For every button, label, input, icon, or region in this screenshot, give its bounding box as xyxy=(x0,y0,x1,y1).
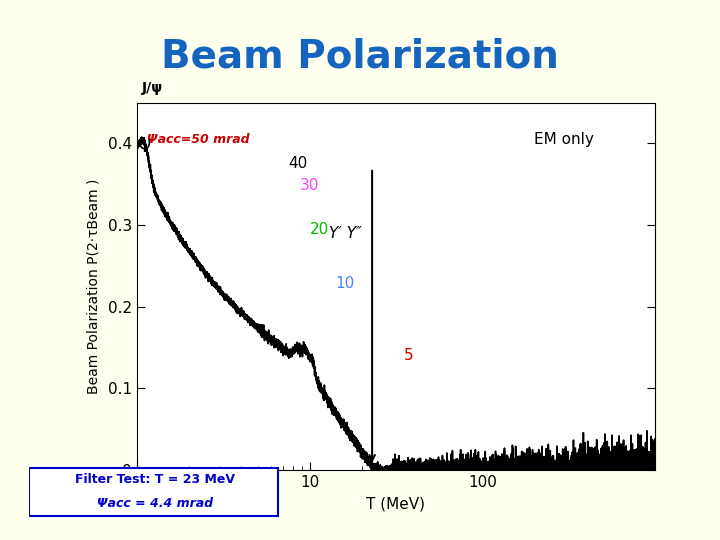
Text: Ψacc = 4.4 mrad: Ψacc = 4.4 mrad xyxy=(96,497,213,510)
Text: 40: 40 xyxy=(288,156,307,171)
Text: 10: 10 xyxy=(335,276,354,291)
Text: 5: 5 xyxy=(404,348,413,363)
Y-axis label: Beam Polarization P(2·τBeam ): Beam Polarization P(2·τBeam ) xyxy=(86,179,101,394)
Text: Ψacc=50 mrad: Ψacc=50 mrad xyxy=(148,133,250,146)
Text: Filter Test: T = 23 MeV: Filter Test: T = 23 MeV xyxy=(75,473,235,486)
X-axis label: T (MeV): T (MeV) xyxy=(366,497,426,511)
Text: Beam Polarization: Beam Polarization xyxy=(161,38,559,76)
Text: 20: 20 xyxy=(310,221,329,237)
Text: Υ′ Υ″: Υ′ Υ″ xyxy=(329,226,362,241)
FancyBboxPatch shape xyxy=(29,468,278,516)
Text: 30: 30 xyxy=(300,178,320,193)
Text: EM only: EM only xyxy=(534,132,594,147)
Text: J/ψ: J/ψ xyxy=(142,81,163,95)
Text: Ψ: Ψ xyxy=(138,138,151,157)
